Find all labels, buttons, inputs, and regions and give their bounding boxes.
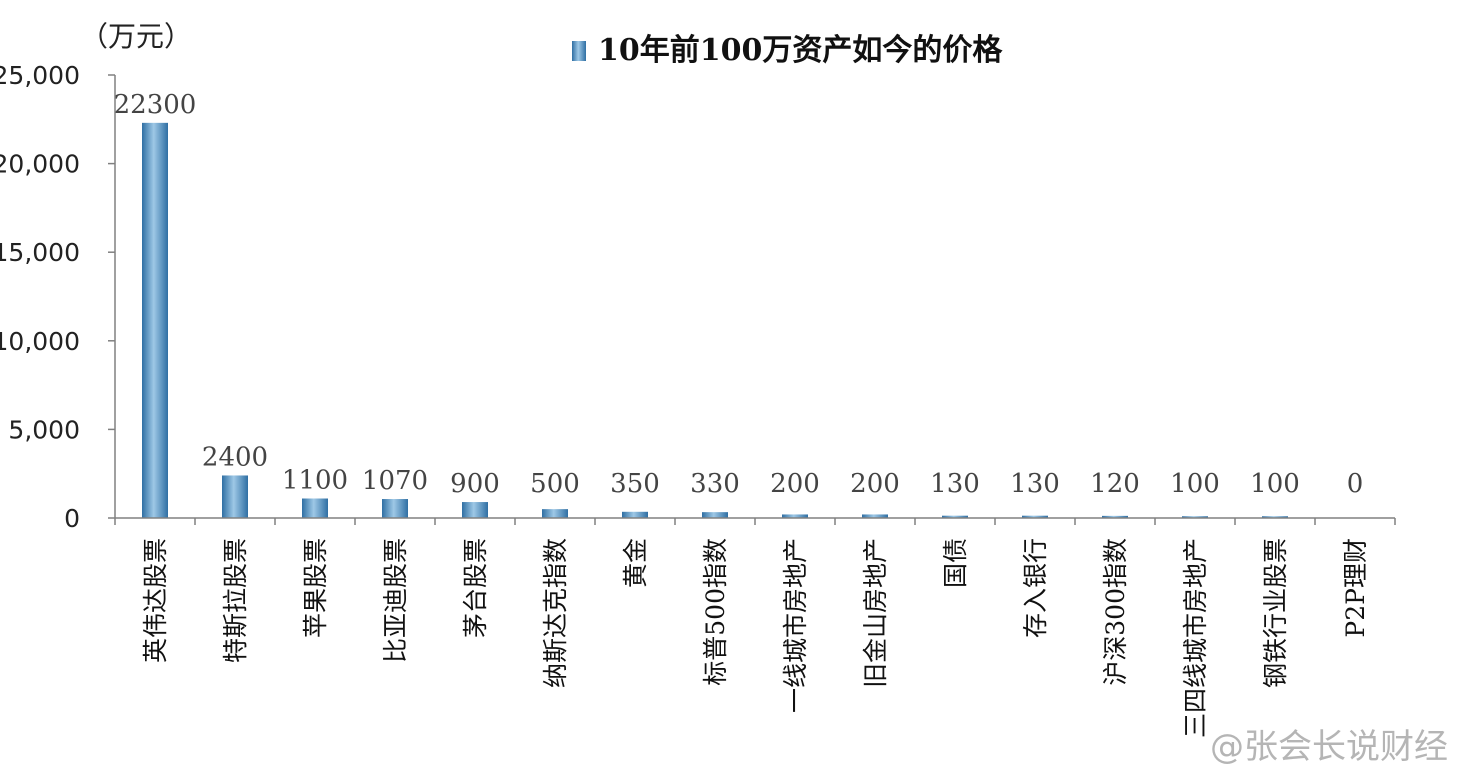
data-label: 0 [1347, 469, 1364, 499]
data-label: 100 [1250, 469, 1300, 499]
x-tick-label: 苹果股票 [301, 538, 330, 638]
bar [382, 499, 408, 518]
bar [702, 512, 728, 518]
y-tick-label: 15,000 [0, 238, 80, 267]
bar [1182, 516, 1208, 518]
bar [142, 122, 168, 519]
x-tick-label: 一线城市房地产 [781, 538, 810, 713]
bars [142, 122, 1288, 519]
data-label: 900 [450, 469, 500, 499]
data-label: 130 [930, 469, 980, 499]
data-label: 120 [1090, 469, 1140, 499]
bar [782, 514, 808, 518]
x-tick-label: 纳斯达克指数 [541, 538, 570, 688]
x-tick-label: 茅台股票 [461, 538, 490, 638]
x-tick-label: 比亚迪股票 [381, 538, 410, 663]
y-axis: 0 5,000 10,000 15,000 20,000 25,000 [0, 61, 116, 533]
bar [302, 498, 328, 518]
data-label: 330 [690, 469, 740, 499]
data-label: 350 [610, 469, 660, 499]
x-tick-label: 特斯拉股票 [221, 538, 250, 663]
x-tick-label: P2P理财 [1341, 538, 1370, 638]
bar [462, 502, 488, 518]
data-label: 1070 [362, 466, 428, 496]
x-tick-labels: 英伟达股票 特斯拉股票 苹果股票 比亚迪股票 茅台股票 纳斯达克指数 黄金 标普500指数 一线… [141, 538, 1370, 738]
x-tick-label: 存入银行 [1021, 538, 1050, 638]
bar [1102, 515, 1128, 518]
y-tick-label: 25,000 [0, 61, 80, 90]
legend-swatch [572, 41, 586, 61]
data-label: 500 [530, 469, 580, 499]
bar [542, 509, 568, 518]
x-tick-label: 标普500指数 [701, 538, 730, 686]
x-tick-label: 沪深300指数 [1101, 538, 1130, 686]
bar [1262, 516, 1288, 518]
x-tick-label: 英伟达股票 [141, 538, 170, 663]
y-tick-label: 10,000 [0, 327, 80, 356]
y-tick-label: 5,000 [8, 415, 80, 444]
x-axis [114, 517, 1396, 525]
bar [222, 475, 248, 518]
bar [942, 515, 968, 518]
x-tick-label: 旧金山房地产 [861, 538, 890, 688]
x-tick-label: 国债 [941, 538, 970, 588]
chart-title: 10年前100万资产如今的价格 [598, 33, 1003, 68]
watermark-text: @张会长说财经 [1210, 727, 1448, 767]
data-label: 1100 [282, 466, 348, 496]
legend: 10年前100万资产如今的价格 [572, 33, 1003, 68]
x-tick-label: 钢铁行业股票 [1261, 538, 1290, 688]
x-tick-label: 三四线城市房地产 [1181, 538, 1210, 738]
data-label: 200 [770, 469, 820, 499]
data-label: 100 [1170, 469, 1220, 499]
y-tick-label: 0 [64, 504, 80, 533]
y-unit-label: （万元） [80, 20, 192, 53]
data-labels: 22300 2400 1100 1070 900 500 350 330 200 200 130 13… [114, 90, 1364, 499]
data-label: 22300 [114, 90, 197, 120]
y-tick-label: 20,000 [0, 150, 80, 179]
data-label: 2400 [202, 442, 268, 472]
bar [862, 514, 888, 518]
data-label: 200 [850, 469, 900, 499]
bar [1022, 515, 1048, 518]
x-tick-label: 黄金 [621, 538, 650, 588]
data-label: 130 [1010, 469, 1060, 499]
bar [622, 511, 648, 518]
